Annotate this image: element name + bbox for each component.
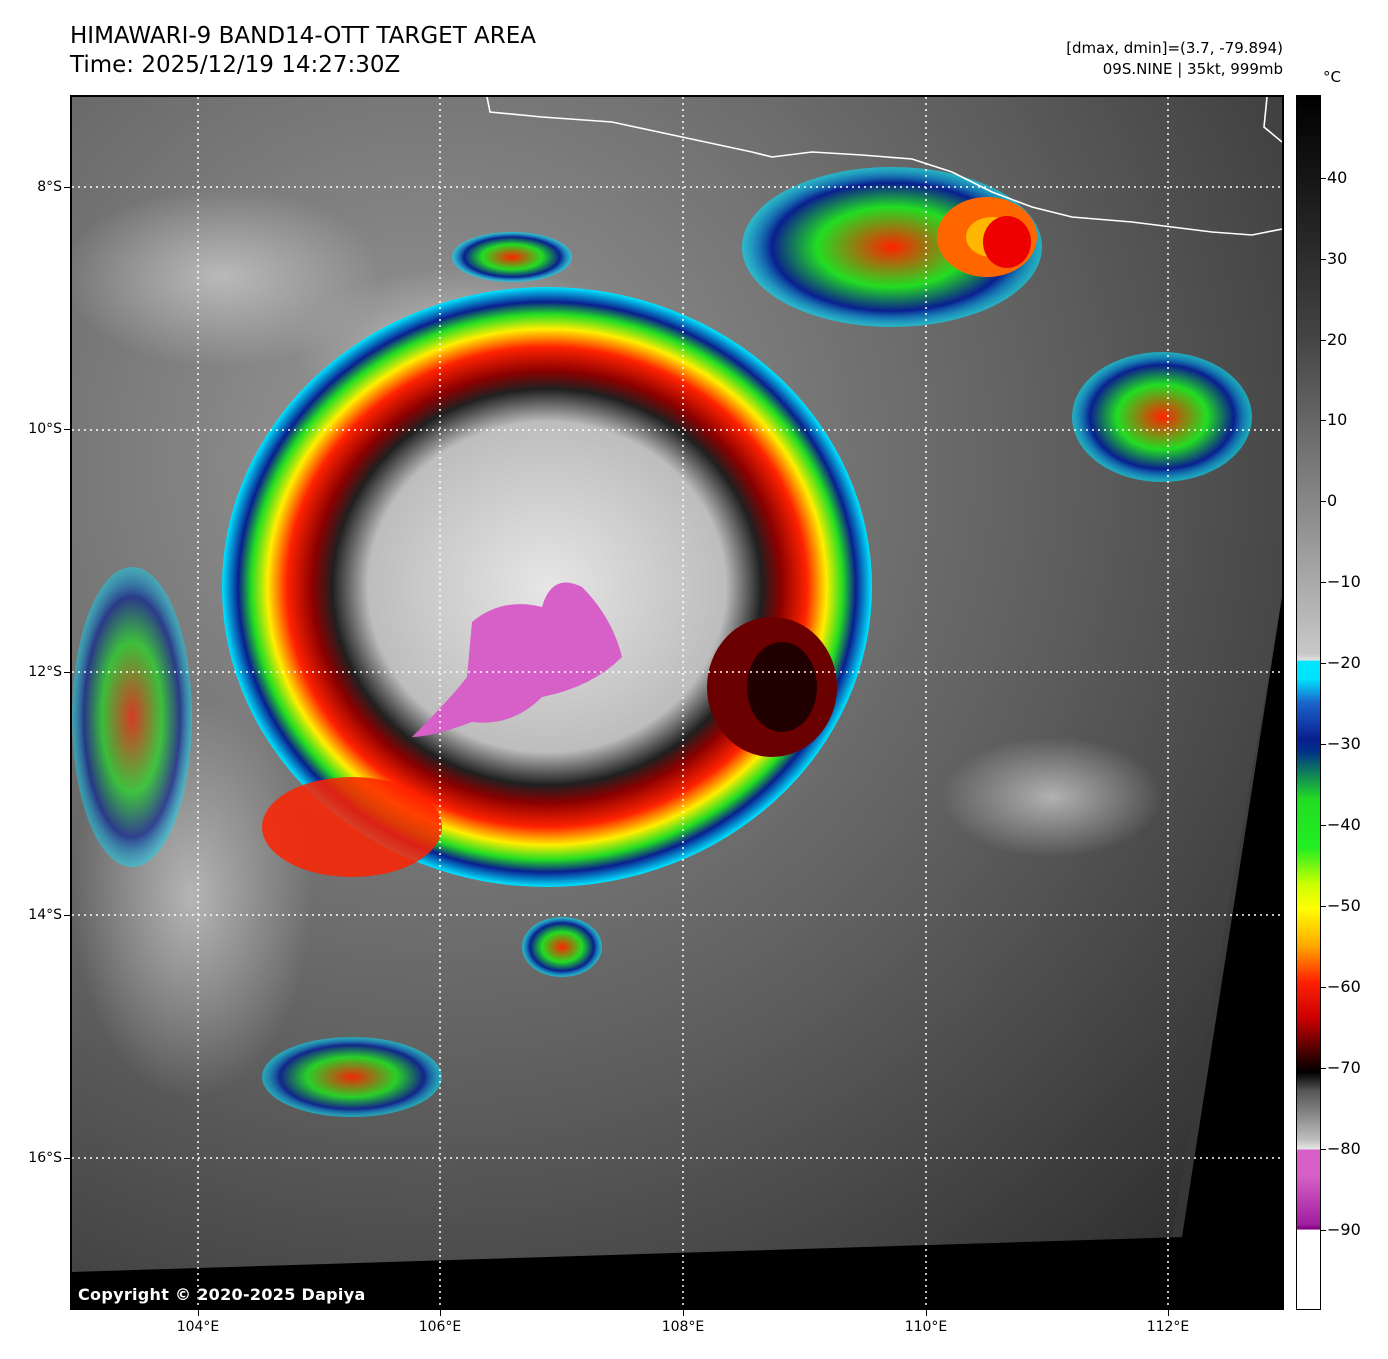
lat-tick <box>64 915 70 916</box>
lat-label-14s: 14°S <box>28 907 62 923</box>
lat-tick <box>64 429 70 430</box>
colorbar-label-m70: −70 <box>1327 1058 1361 1077</box>
dmax-dmin-text: [dmax, dmin]=(3.7, -79.894) <box>1066 39 1283 57</box>
colorbar-label-40: 40 <box>1327 168 1348 187</box>
colorbar-tick <box>1321 1068 1326 1069</box>
colorbar-tick <box>1321 744 1326 745</box>
colorbar-label-0: 0 <box>1327 491 1338 510</box>
storm-meta: [dmax, dmin]=(3.7, -79.894) 09S.NINE | 3… <box>1066 38 1283 80</box>
colorbar-tick <box>1321 420 1326 421</box>
colorbar-label-m80: −80 <box>1327 1139 1361 1158</box>
colorbar <box>1296 95 1321 1310</box>
colorbar-tick <box>1321 1149 1326 1150</box>
colorbar-tick <box>1321 987 1326 988</box>
colorbar-label-m10: −10 <box>1327 572 1361 591</box>
satellite-map: Copyright © 2020-2025 Dapiya <box>70 95 1284 1310</box>
lon-label-104e: 104°E <box>176 1319 220 1335</box>
colorbar-tick <box>1321 259 1326 260</box>
colorbar-tick <box>1321 178 1326 179</box>
colorbar-tick <box>1321 582 1326 583</box>
colorbar-label-m40: −40 <box>1327 815 1361 834</box>
lat-tick <box>64 187 70 188</box>
title-line-2: Time: 2025/12/19 14:27:30Z <box>70 52 401 78</box>
colorbar-tick <box>1321 1230 1326 1231</box>
colorbar-label-10: 10 <box>1327 410 1348 429</box>
colorbar-tick <box>1321 825 1326 826</box>
colorbar-tick <box>1321 663 1326 664</box>
colorbar-label-m50: −50 <box>1327 896 1361 915</box>
lon-label-110e: 110°E <box>904 1319 948 1335</box>
colorbar-tick <box>1321 501 1326 502</box>
lat-label-10s: 10°S <box>28 421 62 437</box>
lon-tick <box>1168 1310 1169 1316</box>
colorbar-label-m60: −60 <box>1327 977 1361 996</box>
storm-info-text: 09S.NINE | 35kt, 999mb <box>1102 60 1283 78</box>
lon-tick <box>926 1310 927 1316</box>
colorbar-label-m20: −20 <box>1327 653 1361 672</box>
lon-tick <box>198 1310 199 1316</box>
lon-label-112e: 112°E <box>1146 1319 1190 1335</box>
lon-label-108e: 108°E <box>661 1319 705 1335</box>
colorbar-label-30: 30 <box>1327 249 1348 268</box>
chart-title: HIMAWARI-9 BAND14-OTT TARGET AREA Time: … <box>70 22 536 80</box>
colorbar-tick <box>1321 340 1326 341</box>
lat-label-12s: 12°S <box>28 664 62 680</box>
lon-tick <box>440 1310 441 1316</box>
lon-tick <box>683 1310 684 1316</box>
colorbar-unit: °C <box>1323 68 1341 86</box>
lon-label-106e: 106°E <box>418 1319 462 1335</box>
lat-label-8s: 8°S <box>37 179 62 195</box>
colorbar-tick <box>1321 906 1326 907</box>
colorbar-label-m30: −30 <box>1327 734 1361 753</box>
lat-tick <box>64 1158 70 1159</box>
colorbar-label-20: 20 <box>1327 330 1348 349</box>
lat-label-16s: 16°S <box>28 1150 62 1166</box>
satellite-image <box>72 97 1282 1308</box>
lat-tick <box>64 672 70 673</box>
copyright-text: Copyright © 2020-2025 Dapiya <box>78 1285 366 1304</box>
colorbar-label-m90: −90 <box>1327 1220 1361 1239</box>
title-line-1: HIMAWARI-9 BAND14-OTT TARGET AREA <box>70 23 537 49</box>
